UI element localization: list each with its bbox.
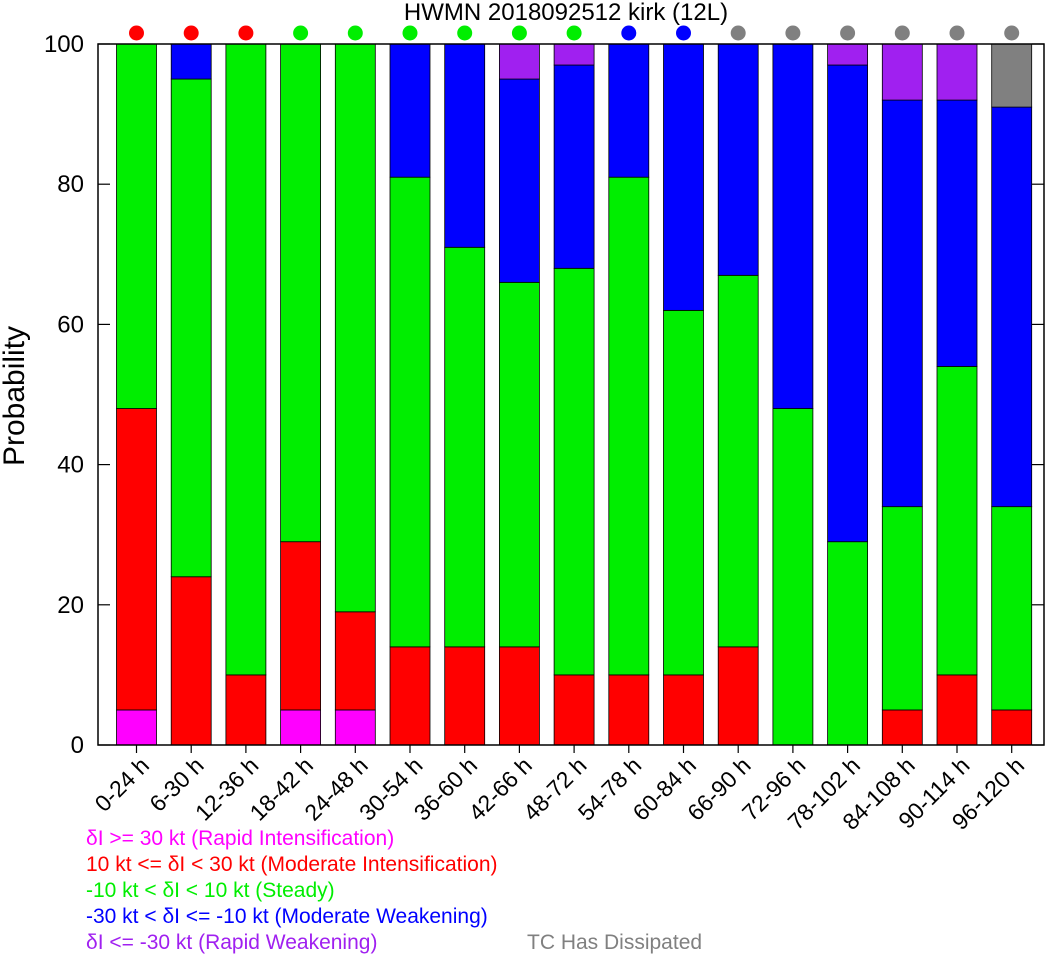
bar-segment-1-3 [116, 43, 157, 409]
bar-segment-9-3 [553, 267, 595, 676]
category-dot-10 [621, 25, 637, 41]
bar-segment-9-4 [553, 64, 595, 269]
bar-segment-2-4 [170, 43, 212, 80]
bar-segment-12-3 [717, 274, 759, 648]
bar-segment-1-1 [116, 709, 157, 746]
bar-segment-10-2 [608, 674, 650, 746]
category-dot-8 [511, 25, 527, 41]
y-tick-label: 20 [57, 592, 84, 619]
bar-segment-3-2 [225, 674, 267, 746]
bar-segment-9-5 [553, 43, 595, 66]
category-dot-12 [730, 25, 746, 41]
bar-segment-12-2 [717, 646, 759, 746]
y-tick-label: 0 [71, 732, 84, 759]
category-dot-2 [183, 25, 199, 41]
y-tick-label: 60 [57, 311, 84, 338]
bar-segment-8-4 [498, 78, 540, 283]
bar-segment-11-2 [663, 674, 704, 746]
bar-segment-16-2 [936, 674, 978, 746]
bar-segment-5-2 [334, 611, 376, 711]
y-tick-label: 100 [44, 31, 84, 58]
legend: δI >= 30 kt (Rapid Intensification) 10 k… [86, 826, 702, 956]
legend-moderate-weakening: -30 kt < δI <= -10 kt (Moderate Weakenin… [86, 905, 488, 928]
bar-segment-16-3 [936, 366, 978, 676]
bar-segment-3-3 [225, 43, 267, 676]
bar-segment-8-3 [498, 281, 540, 648]
bar-segment-4-1 [280, 709, 322, 746]
bar-segment-17-4 [991, 106, 1033, 508]
y-tick-label: 40 [57, 452, 84, 479]
bar-segment-10-3 [608, 176, 650, 676]
bar-segment-6-2 [389, 646, 431, 746]
x-tick-label: 0-24 h [90, 752, 155, 817]
bar-segment-5-1 [334, 709, 376, 746]
bar-segment-16-4 [936, 99, 978, 367]
bar-segment-9-2 [553, 674, 595, 746]
bar-segment-2-2 [170, 576, 212, 746]
bar-segment-15-3 [881, 506, 923, 711]
bar-segment-15-4 [881, 99, 923, 508]
category-dot-7 [457, 25, 473, 41]
bar-segment-4-2 [280, 541, 322, 711]
category-dot-9 [566, 25, 582, 41]
bar-segment-11-4 [663, 43, 704, 311]
bar-segment-8-2 [498, 646, 540, 746]
bar-segment-7-3 [444, 246, 486, 648]
chart-title: HWMN 2018092512 kirk (12L) [404, 0, 728, 26]
legend-moderate-intensification: 10 kt <= δI < 30 kt (Moderate Intensific… [86, 853, 498, 876]
bar-segment-15-5 [881, 43, 923, 101]
bars-group [116, 43, 1033, 746]
category-dot-13 [785, 25, 801, 41]
bar-segment-15-2 [881, 709, 923, 746]
bar-segment-8-5 [498, 43, 540, 80]
bar-segment-14-4 [827, 64, 868, 543]
bar-segment-14-5 [827, 43, 868, 66]
category-dot-17 [1004, 25, 1020, 41]
bar-segment-12-4 [717, 43, 759, 276]
y-axis-label: Probability [0, 326, 31, 466]
bar-segment-17-2 [991, 709, 1033, 746]
category-dot-5 [347, 25, 363, 41]
bar-segment-1-2 [116, 408, 157, 711]
bar-segment-7-4 [444, 43, 486, 248]
bar-segment-13-3 [772, 408, 814, 746]
bar-segment-17-3 [991, 506, 1033, 711]
bar-segment-6-3 [389, 176, 431, 648]
y-tick-label: 80 [57, 171, 84, 198]
legend-steady: -10 kt < δI < 10 kt (Steady) [86, 879, 335, 902]
bar-segment-2-3 [170, 78, 212, 578]
bar-segment-5-3 [334, 43, 376, 613]
legend-rapid-intensification: δI >= 30 kt (Rapid Intensification) [86, 827, 395, 850]
category-dot-16 [949, 25, 965, 41]
bar-segment-17-6 [991, 43, 1033, 108]
bar-segment-11-3 [663, 309, 704, 676]
category-dot-11 [676, 25, 691, 41]
bar-segment-6-4 [389, 43, 431, 178]
bar-segment-14-3 [827, 541, 868, 746]
category-dots-group [129, 25, 1020, 41]
category-dot-15 [894, 25, 910, 41]
y-axis: 0 20 40 60 80 100 [44, 31, 1044, 759]
bar-segment-4-3 [280, 43, 322, 543]
bar-segment-10-4 [608, 43, 650, 178]
bar-segment-13-4 [772, 43, 814, 409]
legend-tc-dissipated: TC Has Dissipated [527, 931, 703, 954]
category-dot-3 [238, 25, 254, 41]
bar-segment-16-5 [936, 43, 978, 101]
category-dot-1 [129, 25, 144, 41]
plot-frame [97, 43, 1045, 746]
category-dot-4 [293, 25, 309, 41]
x-axis: 0-24 h6-30 h12-36 h18-42 h24-48 h30-54 h… [90, 745, 1029, 835]
category-dot-6 [402, 25, 418, 41]
bar-segment-7-2 [444, 646, 486, 746]
legend-rapid-weakening: δI <= -30 kt (Rapid Weakening) [86, 931, 378, 954]
category-dot-14 [840, 25, 856, 41]
